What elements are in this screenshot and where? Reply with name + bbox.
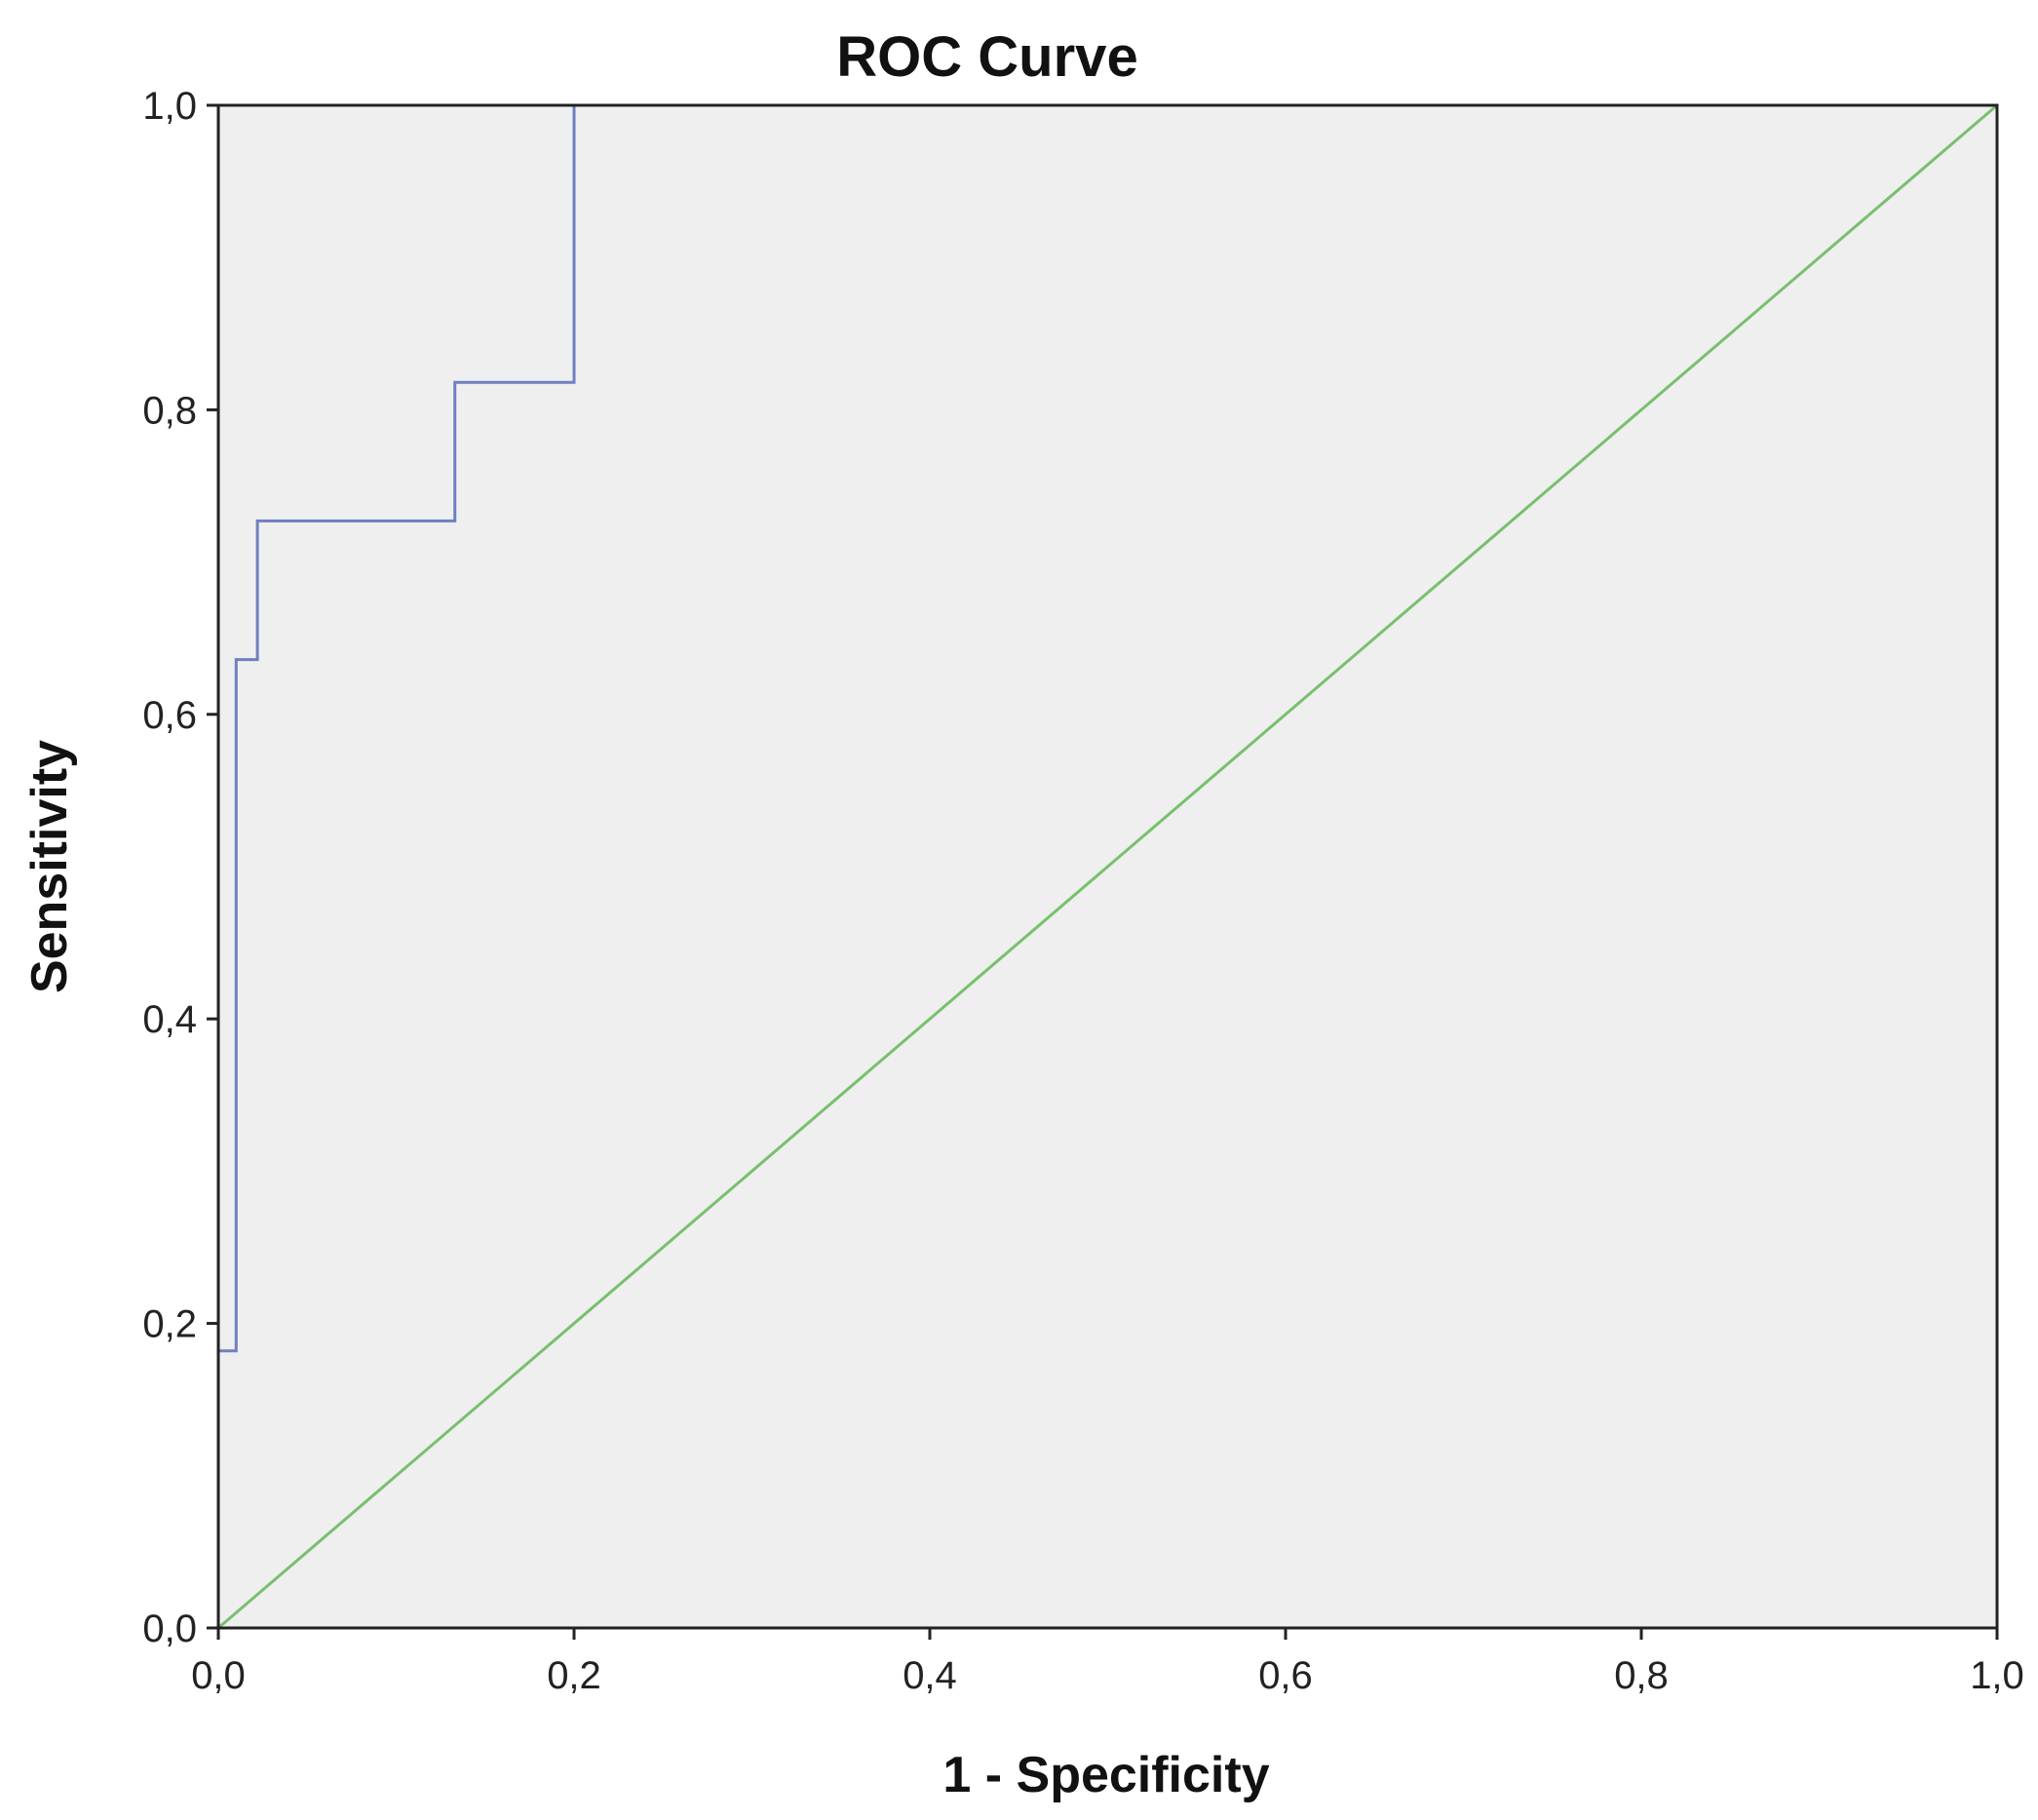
y-tick-label: 0,2 bbox=[142, 1303, 197, 1346]
plot-frame bbox=[216, 103, 1999, 1630]
series-layer bbox=[216, 103, 1998, 1630]
x-tick-label: 0,8 bbox=[1614, 1654, 1669, 1697]
x-tick-label: 1,0 bbox=[1970, 1654, 2024, 1697]
series-line-1 bbox=[216, 103, 1997, 1628]
x-axis-title: 1 - Specificity bbox=[942, 1747, 1269, 1803]
y-tick-label: 1,0 bbox=[142, 85, 197, 128]
series-line-2 bbox=[217, 103, 1998, 1630]
y-axis-ticks: 0,0 0,2 0,4 0,6 0,8 1,0 bbox=[142, 85, 218, 1650]
y-tick-label: 0,4 bbox=[142, 998, 197, 1041]
y-tick-label: 0,8 bbox=[142, 389, 197, 432]
chart-title: ROC Curve bbox=[836, 25, 1137, 89]
y-tick-label: 0,0 bbox=[142, 1607, 197, 1650]
x-tick-label: 0,0 bbox=[191, 1654, 246, 1697]
x-tick-label: 0,4 bbox=[903, 1654, 957, 1697]
x-tick-label: 0,2 bbox=[547, 1654, 601, 1697]
y-tick-label: 0,6 bbox=[142, 694, 197, 737]
x-axis-ticks: 0,0 0,2 0,4 0,6 0,8 1,0 bbox=[191, 1628, 2024, 1697]
y-axis-title: Sensitivity bbox=[21, 740, 78, 993]
x-tick-label: 0,6 bbox=[1258, 1654, 1313, 1697]
